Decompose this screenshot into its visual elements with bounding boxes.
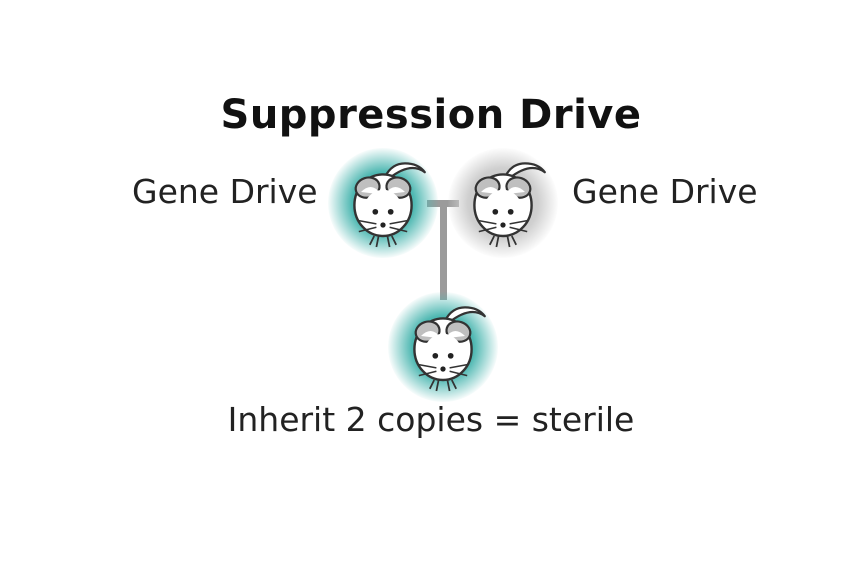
child-node: [388, 292, 498, 402]
parent-left-node: [328, 148, 438, 258]
diagram-canvas: Suppression Drive Gene Drive: [0, 0, 862, 575]
mouse-icon: [448, 148, 558, 258]
mouse-icon: [388, 292, 498, 402]
parent-right-node: [448, 148, 558, 258]
mouse-icon: [328, 148, 438, 258]
parent-left-label: Gene Drive: [132, 172, 318, 211]
connector-vertical: [440, 200, 447, 300]
parent-right-label: Gene Drive: [572, 172, 758, 211]
diagram-title: Suppression Drive: [0, 92, 862, 138]
result-text: Inherit 2 copies = sterile: [0, 400, 862, 439]
